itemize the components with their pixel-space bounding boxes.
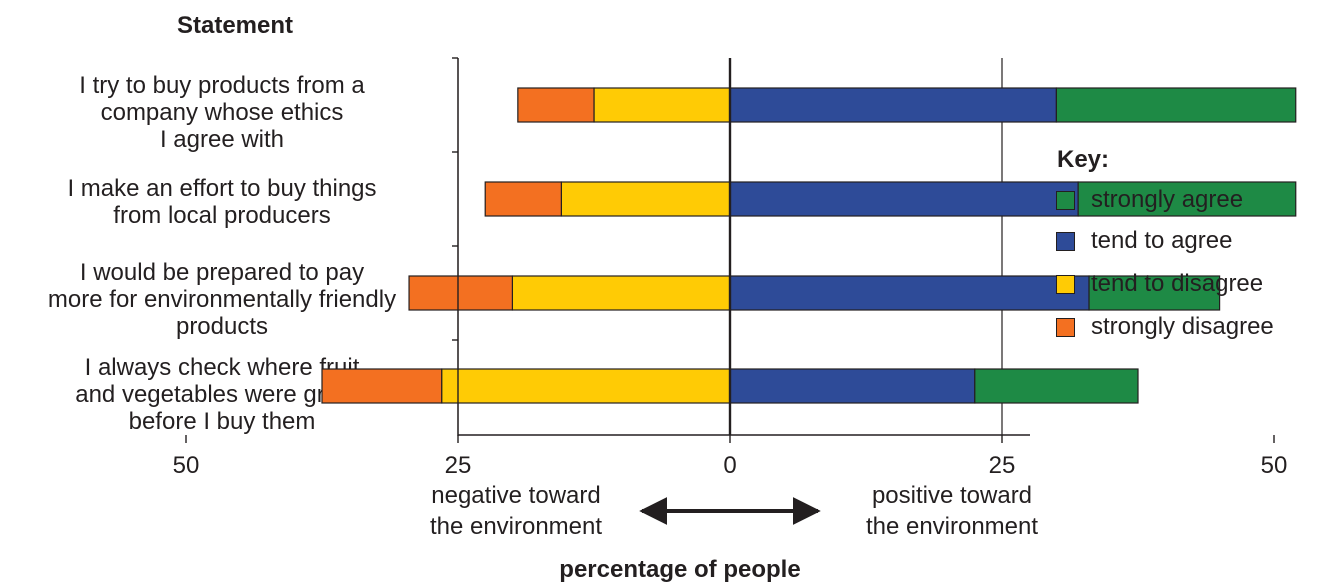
legend-label-tend-to-disagree: tend to disagree	[1091, 270, 1264, 297]
statement-1-line-1: I try to buy products from a	[79, 72, 365, 99]
x-axis-title: percentage of people	[559, 556, 801, 583]
column-header-statement: Statement	[176, 12, 294, 39]
statement-2-line-2: from local producers	[113, 202, 331, 229]
x-tick-label: 25	[445, 452, 472, 479]
bar-strongly-disagree	[408, 275, 514, 311]
statement-label-4: I always check where fruit and vegetable…	[0, 354, 444, 435]
legend-item-strongly-disagree: strongly disagree	[1056, 313, 1274, 341]
legend-item-tend-to-disagree: tend to disagree	[1056, 270, 1263, 298]
statement-2-line-1: I make an effort to buy things	[67, 175, 377, 202]
statement-4-line-3: before I buy them	[128, 408, 316, 435]
bar-strongly-agree	[1077, 181, 1297, 217]
legend-swatch-strongly-disagree	[1056, 317, 1075, 337]
statement-label-2: I make an effort to buy things from loca…	[0, 175, 444, 229]
bar-tend-to-agree	[729, 181, 1079, 217]
legend-swatch-tend-to-disagree	[1056, 274, 1075, 294]
statement-3-line-1: I would be prepared to pay	[79, 259, 365, 286]
positive-label-line-1: positive toward	[871, 482, 1033, 509]
legend-swatch-strongly-agree	[1056, 190, 1075, 210]
positive-label-line-2: the environment	[865, 513, 1039, 540]
bar-tend-to-disagree	[441, 368, 731, 404]
axes-group	[452, 57, 1030, 436]
bar-strongly-disagree	[517, 87, 595, 123]
negative-label-line-2: the environment	[429, 513, 603, 540]
legend-title: Key:	[1057, 146, 1110, 173]
bar-tend-to-agree	[729, 275, 1090, 311]
bar-tend-to-disagree	[560, 181, 731, 217]
bar-strongly-disagree	[484, 181, 562, 217]
legend-label-strongly-disagree: strongly disagree	[1091, 313, 1274, 340]
x-ticks-group: 50 25 0 25 50	[173, 435, 1288, 479]
bar-strongly-agree	[1088, 275, 1221, 311]
bars-group	[321, 58, 1297, 435]
x-tick-label: 50	[173, 452, 200, 479]
legend-item-strongly-agree: strongly agree	[1056, 186, 1243, 214]
bar-strongly-agree	[974, 368, 1139, 404]
x-tick-label: 0	[723, 452, 736, 479]
bar-strongly-agree	[1055, 87, 1297, 123]
statement-4-line-1: I always check where fruit	[84, 354, 360, 381]
statement-3-line-3: products	[175, 313, 269, 340]
bar-tend-to-disagree	[593, 87, 731, 123]
positive-direction-label: positive toward the environment	[846, 480, 1058, 542]
statement-label-1: I try to buy products from a company who…	[0, 72, 444, 153]
bar-tend-to-agree	[729, 87, 1057, 123]
statement-4-line-2: and vegetables were grown	[75, 381, 369, 408]
statement-1-line-2: company whose ethics	[100, 99, 344, 126]
statement-1-line-3: I agree with	[159, 126, 285, 153]
statement-3-line-2: more for environmentally friendly	[47, 286, 397, 313]
x-tick-label: 25	[989, 452, 1016, 479]
legend-item-tend-to-agree: tend to agree	[1056, 227, 1232, 255]
statement-label-3: I would be prepared to pay more for envi…	[0, 259, 444, 340]
legend-label-strongly-agree: strongly agree	[1091, 186, 1244, 213]
negative-label-line-1: negative toward	[431, 482, 601, 509]
legend-swatch-tend-to-agree	[1056, 231, 1075, 251]
x-tick-label: 50	[1261, 452, 1288, 479]
bar-tend-to-disagree	[511, 275, 731, 311]
legend-label-tend-to-agree: tend to agree	[1091, 227, 1233, 254]
bar-strongly-disagree	[321, 368, 443, 404]
bar-tend-to-agree	[729, 368, 976, 404]
negative-direction-label: negative toward the environment	[414, 480, 618, 542]
